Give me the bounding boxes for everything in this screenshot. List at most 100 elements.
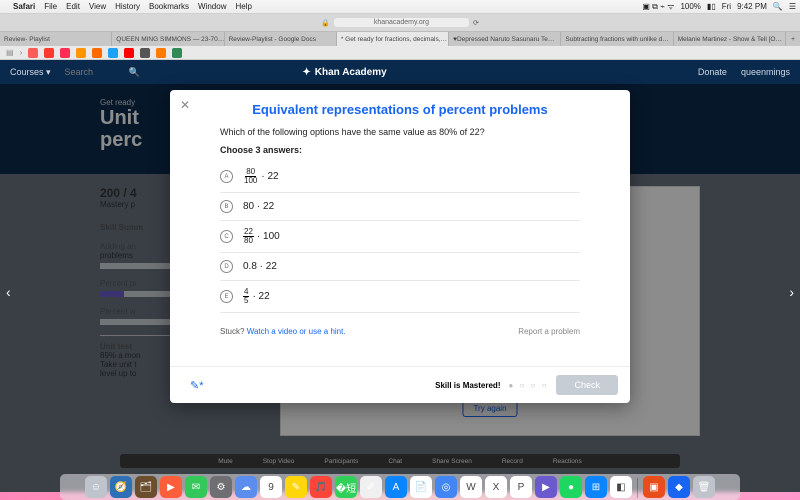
dock-app[interactable]: ✐	[360, 476, 382, 498]
browser-tab[interactable]: Review-Playlist - Google Docs	[225, 32, 337, 46]
dock-app[interactable]: ☁	[235, 476, 257, 498]
instruction: Choose 3 answers:	[220, 145, 580, 155]
next-arrow[interactable]: ›	[789, 284, 794, 300]
wand-icon[interactable]: ✎*	[182, 379, 204, 392]
bookmark-item[interactable]	[108, 48, 118, 58]
app-name[interactable]: Safari	[13, 2, 35, 11]
bookmark-item[interactable]	[92, 48, 102, 58]
dock-app[interactable]: ⚙	[210, 476, 232, 498]
dock-app[interactable]: ◆	[668, 476, 690, 498]
bg-title1: Unit	[100, 107, 139, 129]
reload-icon[interactable]: ⟳	[473, 19, 479, 27]
bookmark-item[interactable]	[140, 48, 150, 58]
bookmark-item[interactable]	[156, 48, 166, 58]
battery-pct: 100%	[680, 2, 700, 11]
menu-history[interactable]: History	[115, 2, 140, 11]
search-input[interactable]	[65, 67, 125, 77]
stuck-label: Stuck?	[220, 327, 244, 336]
dock-app[interactable]: 📄	[410, 476, 432, 498]
answer-option[interactable]: B80 · 22	[220, 193, 580, 221]
courses-link[interactable]: Courses ▾	[10, 67, 51, 78]
bookmark-item[interactable]	[124, 48, 134, 58]
zoom-control[interactable]: Chat	[388, 458, 402, 465]
menu-window[interactable]: Window	[198, 2, 226, 11]
control-center-icon[interactable]: ☰	[789, 2, 796, 11]
dock-app[interactable]: A	[385, 476, 407, 498]
zoom-control[interactable]: Record	[502, 458, 523, 465]
dock-app[interactable]: ◎	[435, 476, 457, 498]
option-letter: A	[220, 170, 233, 183]
bookmark-item[interactable]	[172, 48, 182, 58]
dock-app[interactable]: X	[485, 476, 507, 498]
zoom-control[interactable]: Mute	[218, 458, 232, 465]
browser-tab[interactable]: Melanie Martinez - Show & Tell [O…	[674, 32, 786, 46]
dock-app[interactable]: 🧭	[110, 476, 132, 498]
close-icon[interactable]: ✕	[180, 98, 190, 112]
report-link[interactable]: Report a problem	[518, 327, 580, 336]
clock-day: Fri	[722, 2, 731, 11]
option-letter: C	[220, 230, 233, 243]
option-letter: E	[220, 290, 233, 303]
answer-option[interactable]: D0.8 · 22	[220, 253, 580, 281]
dock-app[interactable]: W	[460, 476, 482, 498]
bookmark-item[interactable]	[60, 48, 70, 58]
zoom-control[interactable]: Stop Video	[263, 458, 295, 465]
clock-time: 9:42 PM	[737, 2, 767, 11]
ka-header: Courses ▾ 🔍 ✦ Khan Academy Donate queenm…	[0, 60, 800, 84]
bookmark-item[interactable]	[28, 48, 38, 58]
bg-title2: perc	[100, 129, 142, 151]
macos-menubar: Safari File Edit View History Bookmarks …	[0, 0, 800, 14]
dock-app[interactable]: 🗑	[693, 476, 715, 498]
zoom-control[interactable]: Share Screen	[432, 458, 472, 465]
prev-arrow[interactable]: ‹	[6, 284, 11, 300]
url-field[interactable]: khanacademy.org	[334, 18, 469, 27]
answer-option[interactable]: C2280 · 100	[220, 221, 580, 253]
dock-app[interactable]: ◧	[610, 476, 632, 498]
menu-view[interactable]: View	[89, 2, 106, 11]
hint-link[interactable]: Watch a video or use a hint.	[247, 327, 346, 336]
dock-app[interactable]: ✎	[285, 476, 307, 498]
dock-app[interactable]: ▶	[535, 476, 557, 498]
new-tab-button[interactable]: +	[786, 32, 800, 46]
donate-link[interactable]: Donate	[698, 67, 727, 77]
ka-logo[interactable]: ✦ Khan Academy	[302, 67, 386, 78]
dock-app[interactable]: ✉	[185, 476, 207, 498]
browser-tab[interactable]: * Get ready for fractions, decimals,…	[337, 32, 449, 46]
question-text: Which of the following options have the …	[220, 127, 580, 137]
dock-app[interactable]: �短	[335, 476, 357, 498]
browser-tab[interactable]: ♥Depressed Naruto Sasunaru Te…	[449, 32, 561, 46]
menu-bookmarks[interactable]: Bookmarks	[149, 2, 189, 11]
zoom-control[interactable]: Participants	[324, 458, 358, 465]
menu-edit[interactable]: Edit	[66, 2, 80, 11]
browser-tab[interactable]: Subtracting fractions with unlike d…	[561, 32, 673, 46]
dock-app[interactable]: 🎵	[310, 476, 332, 498]
spotlight-icon[interactable]: 🔍	[773, 2, 783, 11]
chevron-icon[interactable]: ›	[20, 48, 23, 57]
dock-app[interactable]: ⊞	[585, 476, 607, 498]
user-menu[interactable]: queenmings	[741, 67, 790, 77]
check-button[interactable]: Check	[556, 375, 618, 395]
browser-tab[interactable]: QUEEN MING SIMMONS — 23-70…	[112, 32, 224, 46]
search-icon[interactable]: 🔍	[129, 67, 140, 78]
bookmark-item[interactable]	[76, 48, 86, 58]
dock-app[interactable]: 9	[260, 476, 282, 498]
dock-app[interactable]: ☺	[85, 476, 107, 498]
dock-app[interactable]: 🗂	[135, 476, 157, 498]
option-letter: B	[220, 200, 233, 213]
sidebar-icon[interactable]: ▤	[6, 48, 14, 57]
bookmark-item[interactable]	[44, 48, 54, 58]
dock-app[interactable]: P	[510, 476, 532, 498]
menu-file[interactable]: File	[44, 2, 57, 11]
dock-app[interactable]: ▶	[160, 476, 182, 498]
status-icons: ▣ ⧉ ⌁ ᯤ	[642, 1, 674, 12]
answer-option[interactable]: E45 · 22	[220, 281, 580, 313]
dock-app[interactable]: ●	[560, 476, 582, 498]
zoom-control[interactable]: Reactions	[553, 458, 582, 465]
menu-help[interactable]: Help	[235, 2, 251, 11]
answer-option[interactable]: A 80100 · 22	[220, 161, 580, 193]
option-expression: 80100 · 22	[243, 168, 279, 185]
browser-tab[interactable]: Review- Playlist	[0, 32, 112, 46]
zoom-controls: Mute Stop Video Participants Chat Share Scre…	[120, 454, 680, 468]
modal-title: Equivalent representations of percent pr…	[170, 90, 630, 127]
dock-app[interactable]: ▣	[643, 476, 665, 498]
